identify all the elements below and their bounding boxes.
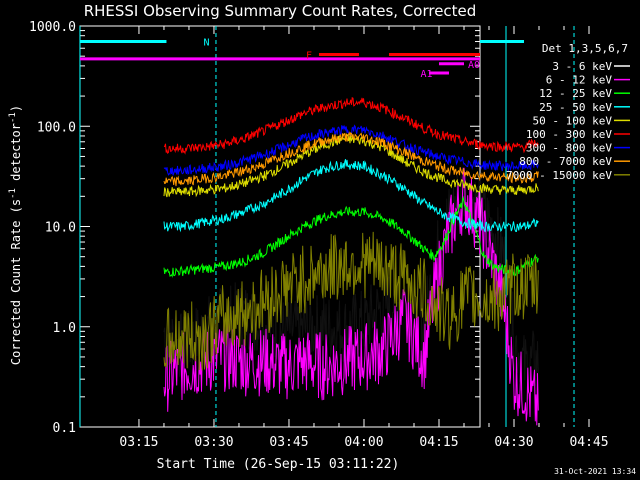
series-group [163, 97, 539, 426]
x-axis-label: Start Time (26-Sep-15 03:11:22) [157, 457, 400, 472]
y-tick-label: 1000.0 [29, 20, 76, 35]
flag-label-n: N [203, 38, 209, 49]
y-tick-label: 10.0 [45, 221, 76, 236]
legend-label: 12 - 25 keV [539, 87, 612, 100]
legend-header: Det 1,3,5,6,7 [542, 42, 628, 55]
y-axis-label: Corrected Count Rate (s-1 detector-1) [8, 105, 23, 365]
y-tick-label: 100.0 [37, 120, 76, 135]
legend-label: 25 - 50 keV [539, 101, 612, 114]
series-line-5 [163, 97, 539, 155]
series-line-7 [163, 131, 539, 187]
legend-label: 100 - 300 keV [526, 128, 612, 141]
series-line-3 [163, 159, 539, 233]
flag-label-a1: A1 [420, 69, 432, 80]
legend-label: 300 - 800 keV [526, 142, 612, 155]
series-line-8 [163, 231, 539, 371]
x-tick-label: 04:00 [344, 435, 383, 450]
legend-label: 800 - 7000 keV [519, 155, 612, 168]
y-tick-label: 1.0 [53, 321, 76, 336]
chart-title: RHESSI Observing Summary Count Rates, Co… [84, 2, 477, 20]
legend-label: 6 - 12 keV [546, 74, 613, 87]
plot-axes: 1000.0 100.0 10.0 1.0 0.1 03:15 03:30 03:45 04:0… [29, 20, 609, 450]
x-tick-label: 03:45 [269, 435, 308, 450]
flag-lines: N F A0 A1 [79, 26, 575, 427]
series-line-4 [163, 133, 539, 198]
footer-timestamp: 31-Oct-2021 13:34 [554, 467, 636, 476]
legend-label: 7000 - 15000 keV [506, 169, 612, 182]
flag-label-f: F [306, 50, 312, 61]
series-line-2 [163, 195, 539, 278]
flag-label-ao: A0 [468, 60, 480, 71]
series-line-6 [163, 124, 539, 176]
x-tick-label: 03:30 [194, 435, 233, 450]
x-tick-label: 04:45 [569, 435, 608, 450]
x-tick-label: 03:15 [119, 435, 158, 450]
legend-label: 50 - 100 keV [533, 114, 613, 127]
legend-label: 3 - 6 keV [552, 60, 612, 73]
x-tick-label: 04:15 [419, 435, 458, 450]
x-tick-label: 04:30 [494, 435, 533, 450]
y-tick-label: 0.1 [53, 421, 76, 436]
